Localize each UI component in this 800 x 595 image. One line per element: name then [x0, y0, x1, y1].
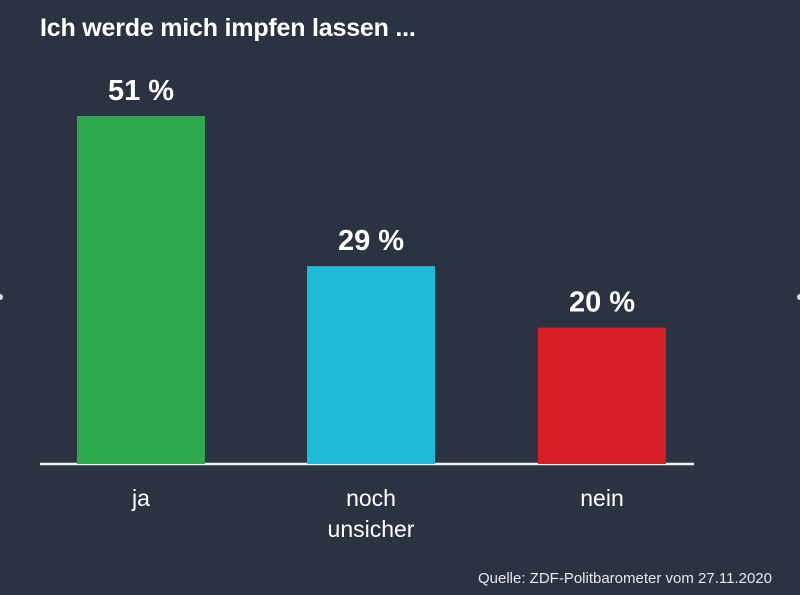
- chart-title: Ich werde mich impfen lassen ...: [40, 14, 416, 42]
- bar-1: [307, 266, 435, 464]
- bar-2: [538, 327, 666, 464]
- category-label-0: ja: [131, 485, 150, 511]
- category-label-1: noch unsicher: [328, 485, 415, 542]
- data-label-0: 51 %: [108, 75, 174, 107]
- bar-0: [77, 116, 205, 464]
- resize-handle-left[interactable]: [0, 294, 3, 300]
- resize-handle-right[interactable]: [797, 294, 800, 300]
- source-note: Quelle: ZDF-Politbarometer vom 27.11.202…: [477, 570, 772, 587]
- category-label-2: nein: [580, 485, 623, 511]
- data-label-2: 20 %: [569, 287, 635, 319]
- data-label-1: 29 %: [338, 225, 404, 257]
